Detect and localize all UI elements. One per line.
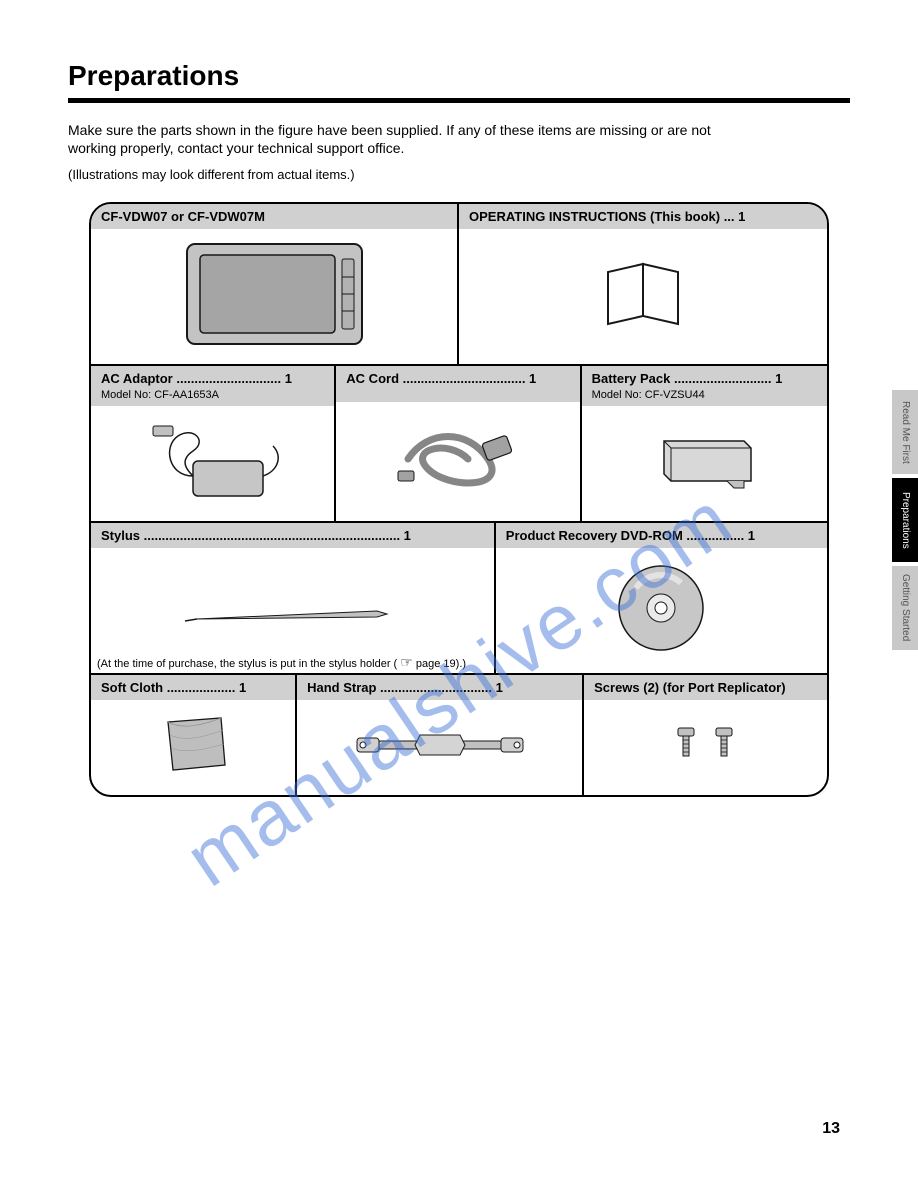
cell-body: [496, 548, 827, 673]
intro-line-1: Make sure the parts shown in the figure …: [68, 122, 711, 138]
cell-cloth: Soft Cloth ................... 1: [91, 675, 297, 795]
cell-head-main: AC Adaptor .............................…: [101, 371, 292, 386]
cell-head: Soft Cloth ................... 1: [91, 675, 295, 700]
horizontal-rule: [68, 98, 850, 103]
dvd-disc-icon: [611, 558, 711, 663]
cell-head-sub: Model No: CF-VZSU44: [592, 389, 705, 401]
cell-head: CF-VDW07 or CF-VDW07M: [91, 204, 457, 229]
battery-pack-icon: [649, 426, 759, 501]
cell-hand-strap: Hand Strap .............................…: [297, 675, 584, 795]
soft-cloth-icon: [153, 710, 233, 785]
screws-icon: [656, 720, 756, 775]
grid-row: Stylus .................................…: [91, 523, 827, 675]
cell-ac-adaptor: AC Adaptor .............................…: [91, 366, 336, 523]
page-title: Preparations: [68, 60, 850, 92]
cell-head: Battery Pack ...........................…: [582, 366, 827, 406]
ac-cord-icon: [388, 419, 528, 504]
page-number: 13: [822, 1120, 840, 1138]
grid-row: AC Adaptor .............................…: [91, 366, 827, 523]
booklet-icon: [593, 254, 693, 339]
cell-battery: Battery Pack ...........................…: [582, 366, 827, 523]
cell-head: Screws (2) (for Port Replicator): [584, 675, 827, 700]
cell-body: [91, 229, 457, 364]
stylus-note-prefix: (At the time of purchase, the stylus is …: [97, 658, 397, 670]
cell-body: [459, 229, 827, 364]
stylus-note-pageref: page 19).): [416, 658, 466, 670]
cell-body: [91, 548, 494, 654]
side-tab: Read Me First: [892, 390, 918, 474]
cell-body: [91, 406, 334, 521]
tablet-device-icon: [182, 239, 367, 354]
cell-body: [336, 402, 579, 521]
cell-head: Stylus .................................…: [91, 523, 494, 548]
cell-manual: OPERATING INSTRUCTIONS (This book) ... 1: [459, 204, 827, 366]
cell-head-main: Battery Pack ...........................…: [592, 371, 783, 386]
cell-head: AC Adaptor .............................…: [91, 366, 334, 406]
cell-stylus: Stylus .................................…: [91, 523, 496, 675]
pointing-hand-icon: ☞: [400, 654, 413, 670]
stylus-note: (At the time of purchase, the stylus is …: [91, 654, 494, 673]
manual-page: Preparations Make sure the parts shown i…: [0, 0, 918, 1188]
cell-head: OPERATING INSTRUCTIONS (This book) ... 1: [459, 204, 827, 229]
parts-grid: CF-VDW07 or CF-VDW07M: [89, 202, 829, 797]
cell-device: CF-VDW07 or CF-VDW07M: [91, 204, 459, 366]
cell-ac-cord: AC Cord ................................…: [336, 366, 581, 523]
intro-line-2: working properly, contact your technical…: [68, 140, 404, 156]
cell-dvd: Product Recovery DVD-ROM ...............…: [496, 523, 827, 675]
cell-head: Product Recovery DVD-ROM ...............…: [496, 523, 827, 548]
cell-body: [91, 700, 295, 795]
cell-body: [297, 700, 582, 795]
ac-adaptor-icon: [138, 416, 288, 511]
cell-head: AC Cord ................................…: [336, 366, 579, 402]
stylus-icon: [177, 601, 407, 636]
hand-strap-icon: [345, 720, 535, 775]
side-tab-active: Preparations: [892, 478, 918, 562]
cell-head-sub: Model No: CF-AA1653A: [101, 389, 219, 401]
grid-row: Soft Cloth ................... 1 Hand St…: [91, 675, 827, 795]
cell-body: [584, 700, 827, 795]
grid-row: CF-VDW07 or CF-VDW07M: [91, 204, 827, 366]
intro-text: Make sure the parts shown in the figure …: [68, 121, 850, 157]
cell-screws: Screws (2) (for Port Replicator): [584, 675, 827, 795]
cell-head: Hand Strap .............................…: [297, 675, 582, 700]
side-tab: Getting Started: [892, 566, 918, 650]
side-tabs: Read Me First Preparations Getting Start…: [892, 390, 918, 654]
illustration-note: (Illustrations may look different from a…: [68, 167, 850, 182]
cell-body: [582, 406, 827, 521]
